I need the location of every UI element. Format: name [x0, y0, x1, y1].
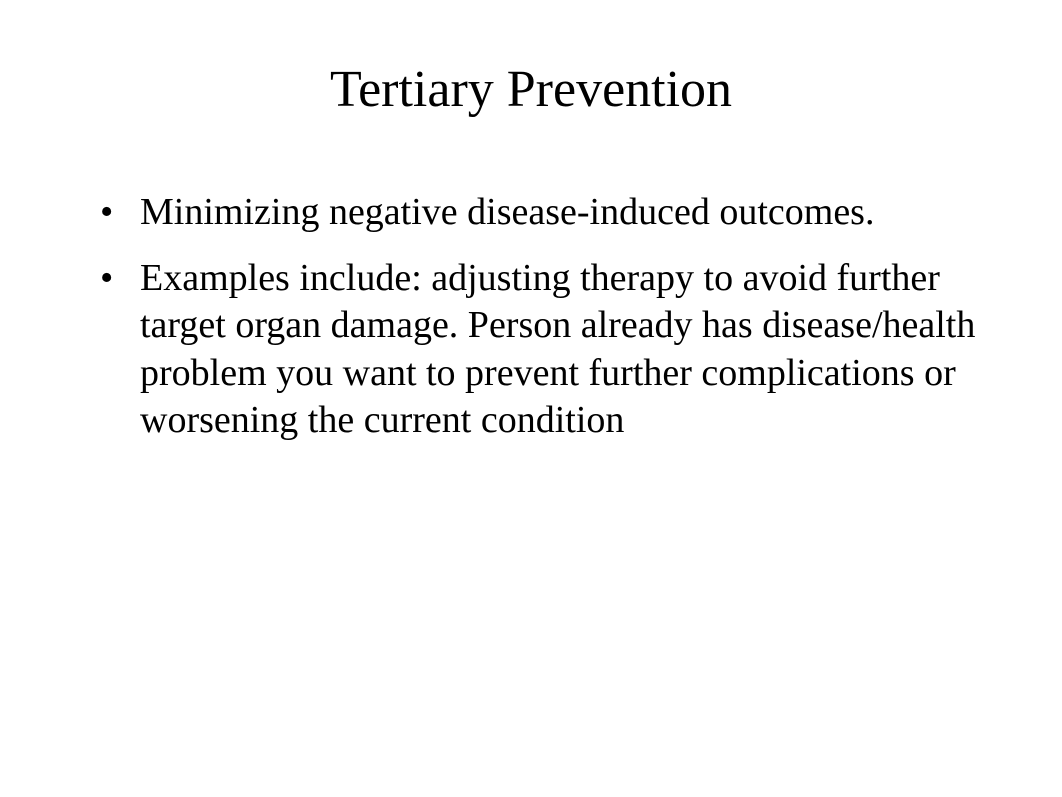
slide-title: Tertiary Prevention — [70, 60, 992, 119]
slide-container: Tertiary Prevention Minimizing negative … — [0, 0, 1062, 797]
bullet-list: Minimizing negative disease-induced outc… — [70, 189, 992, 445]
list-item: Examples include: adjusting therapy to a… — [100, 255, 992, 445]
list-item: Minimizing negative disease-induced outc… — [100, 189, 992, 237]
